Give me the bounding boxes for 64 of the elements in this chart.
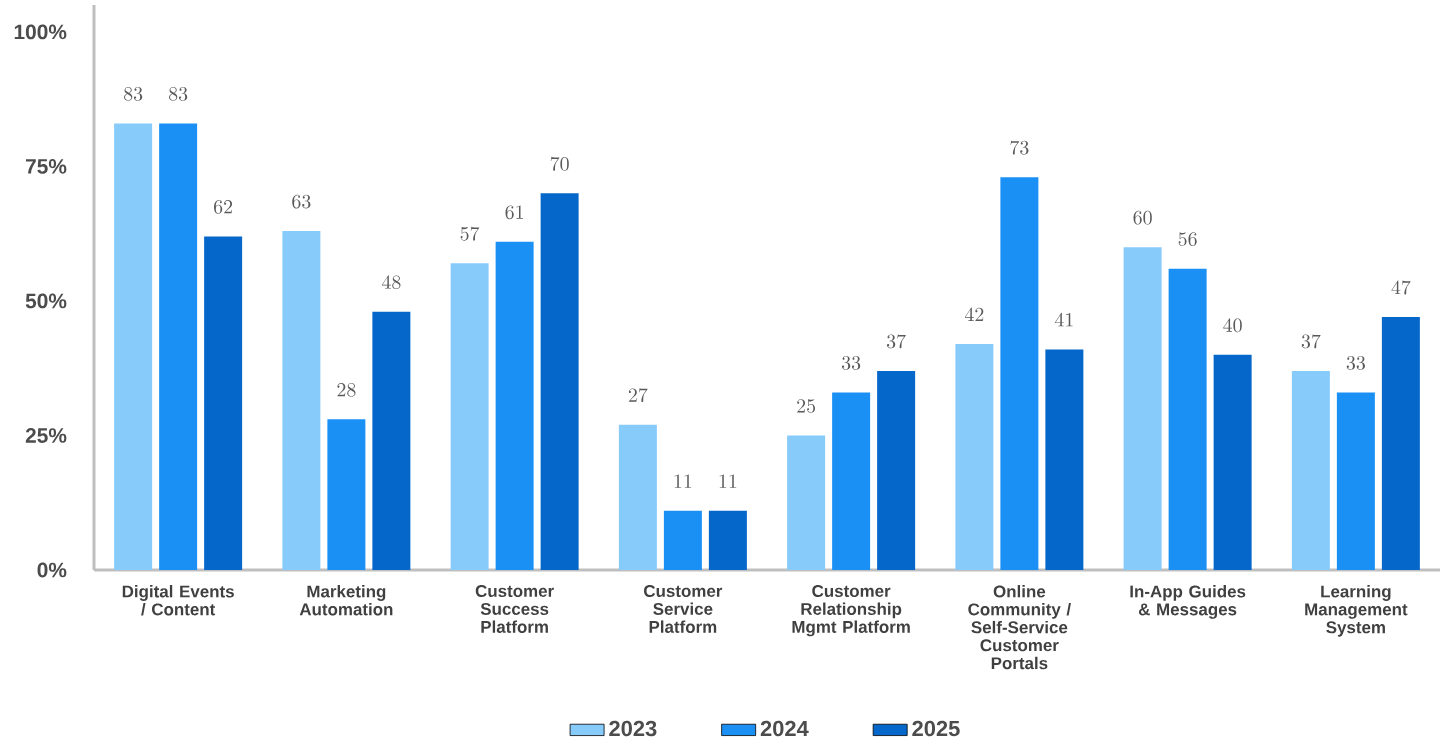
bar xyxy=(787,435,826,570)
y-tick-label: 75% xyxy=(25,159,67,174)
data-label: 28 xyxy=(337,383,356,397)
bar xyxy=(1336,392,1375,570)
bar xyxy=(114,123,153,570)
data-label: 62 xyxy=(214,200,233,214)
y-tick-label: 25% xyxy=(25,428,67,443)
y-tick-label: 0% xyxy=(37,562,67,578)
data-label: 11 xyxy=(674,474,692,488)
bar xyxy=(618,424,657,570)
data-label: 57 xyxy=(460,226,480,241)
bar xyxy=(877,370,916,570)
bar xyxy=(955,344,994,570)
legend-label: 2024 xyxy=(760,720,809,737)
bar xyxy=(495,241,534,570)
x-tick-label: Marketing Automation xyxy=(299,585,393,616)
data-label: 56 xyxy=(1178,232,1197,247)
data-label: 33 xyxy=(842,356,861,370)
legend-label: 2023 xyxy=(609,720,657,737)
data-label: 70 xyxy=(550,156,569,171)
x-tick-label: In-App Guides & Messages xyxy=(1130,585,1246,619)
bar xyxy=(282,231,321,570)
bar xyxy=(540,193,579,570)
bar xyxy=(1123,247,1162,570)
data-label: 60 xyxy=(1133,210,1152,225)
x-tick-label: Customer Relationship Mgmt Platform xyxy=(792,585,910,637)
bar xyxy=(372,311,411,570)
legend-label: 2025 xyxy=(912,720,960,737)
bar xyxy=(1381,317,1420,570)
bar xyxy=(663,510,702,570)
y-tick-label: 100% xyxy=(14,24,67,40)
bar xyxy=(327,419,366,570)
data-label: 11 xyxy=(719,474,737,488)
data-label: 41 xyxy=(1054,312,1073,327)
bar xyxy=(1213,354,1252,570)
x-tick-label: Digital Events / Content xyxy=(122,585,234,616)
data-label: 40 xyxy=(1223,318,1242,333)
x-tick-label: Online Community / Self-Service Customer Portals xyxy=(968,585,1071,670)
x-tick-label: Customer Success Platform xyxy=(475,585,554,633)
bar xyxy=(1168,268,1207,570)
bar xyxy=(1045,349,1084,570)
data-label: 61 xyxy=(505,205,523,220)
x-tick-label: Learning Management System xyxy=(1305,585,1408,637)
data-label: 47 xyxy=(1391,280,1411,295)
data-label: 48 xyxy=(381,275,401,290)
data-label: 37 xyxy=(887,334,906,349)
bar xyxy=(1000,177,1039,570)
data-label: 83 xyxy=(124,87,143,101)
data-label: 37 xyxy=(1301,334,1321,349)
bar xyxy=(1291,370,1330,570)
data-label: 83 xyxy=(169,87,188,101)
data-label: 73 xyxy=(1010,140,1029,155)
data-label: 63 xyxy=(292,194,311,209)
bar xyxy=(832,392,871,570)
y-tick-label: 50% xyxy=(25,293,67,309)
bar xyxy=(450,263,489,570)
x-tick-label: Customer Service Platform xyxy=(644,585,723,633)
data-label: 33 xyxy=(1346,356,1365,370)
bar xyxy=(708,510,747,570)
data-label: 27 xyxy=(628,388,648,403)
data-label: 42 xyxy=(964,307,984,321)
data-label: 25 xyxy=(797,399,816,413)
bar xyxy=(204,236,243,570)
bar xyxy=(159,123,198,570)
